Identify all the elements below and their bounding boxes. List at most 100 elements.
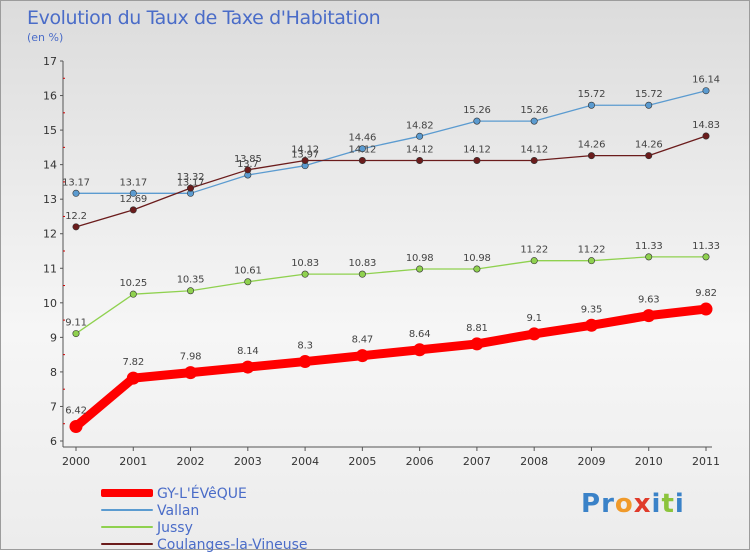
data-point bbox=[358, 156, 366, 164]
data-point bbox=[416, 132, 424, 140]
data-point bbox=[702, 132, 710, 140]
data-point bbox=[645, 152, 653, 160]
data-point bbox=[473, 156, 481, 164]
logo-letter: o bbox=[614, 489, 634, 519]
logo-letter: i bbox=[651, 489, 662, 519]
y-tick: 16 bbox=[43, 90, 63, 103]
series-line-2 bbox=[75, 256, 707, 335]
data-label: 14.83 bbox=[692, 120, 720, 131]
data-label: 10.98 bbox=[463, 253, 491, 264]
data-point bbox=[473, 117, 481, 125]
x-tick: 2001 bbox=[119, 447, 147, 468]
data-label: 11.33 bbox=[692, 241, 720, 252]
data-label: 15.26 bbox=[463, 105, 491, 116]
data-point bbox=[358, 145, 366, 153]
data-point bbox=[702, 253, 710, 261]
x-tick-label: 2009 bbox=[577, 455, 605, 468]
data-label: 13.97 bbox=[291, 150, 319, 161]
axes: 6 7 8 9 10 11 12 13 14 15 16 17 2000 2001 2002 2003 2004… bbox=[43, 55, 720, 468]
x-tick-label: 2010 bbox=[635, 455, 663, 468]
data-point bbox=[355, 349, 369, 363]
y-tick-label: 10 bbox=[43, 297, 57, 310]
legend-label-jussy: Jussy bbox=[157, 520, 193, 536]
y-tick-label: 7 bbox=[50, 400, 57, 413]
x-tick: 2006 bbox=[406, 447, 434, 468]
data-label: 13.17 bbox=[177, 177, 205, 188]
data-label: 13.32 bbox=[177, 172, 205, 183]
data-label: 13.17 bbox=[119, 177, 147, 188]
y-tick: 8 bbox=[50, 366, 63, 379]
data-label: 9.63 bbox=[638, 295, 659, 306]
data-label: 14.26 bbox=[635, 140, 663, 151]
data-point bbox=[72, 223, 80, 231]
x-tick: 2011 bbox=[692, 447, 720, 468]
data-point bbox=[301, 156, 309, 164]
x-tick-label: 2011 bbox=[692, 455, 720, 468]
x-tick-label: 2003 bbox=[234, 455, 262, 468]
data-point bbox=[129, 290, 137, 298]
x-tick-label: 2006 bbox=[406, 455, 434, 468]
y-tick-label: 9 bbox=[50, 331, 57, 344]
series-line-0 bbox=[71, 304, 711, 431]
data-point bbox=[530, 257, 538, 265]
data-label: 13.7 bbox=[237, 159, 258, 170]
x-tick-label: 2008 bbox=[520, 455, 548, 468]
data-label: 9.11 bbox=[65, 318, 86, 329]
data-label: 10.25 bbox=[119, 278, 147, 289]
proxiti-logo: Proxiti bbox=[581, 489, 685, 519]
y-tick: 7 bbox=[50, 400, 63, 413]
legend-label-gy: GY-L'ÉVêQUE bbox=[157, 486, 247, 502]
y-tick: 15 bbox=[43, 124, 63, 137]
data-label: 15.26 bbox=[520, 105, 548, 116]
data-label: 11.22 bbox=[578, 245, 606, 256]
data-point bbox=[358, 270, 366, 278]
data-label: 14.82 bbox=[406, 120, 434, 131]
data-point bbox=[301, 270, 309, 278]
x-tick: 2005 bbox=[348, 447, 376, 468]
data-point bbox=[187, 287, 195, 295]
data-point bbox=[587, 101, 595, 109]
data-label: 6.42 bbox=[65, 405, 86, 416]
data-label: 14.46 bbox=[349, 133, 377, 144]
data-label: 12.69 bbox=[119, 194, 147, 205]
data-label: 11.33 bbox=[635, 241, 663, 252]
y-tick-label: 16 bbox=[43, 90, 57, 103]
data-label: 10.35 bbox=[177, 275, 205, 286]
data-point bbox=[184, 366, 198, 380]
data-point bbox=[473, 265, 481, 273]
x-tick: 2003 bbox=[234, 447, 262, 468]
data-point bbox=[416, 156, 424, 164]
data-label: 14.12 bbox=[291, 144, 319, 155]
y-tick: 6 bbox=[50, 435, 63, 448]
y-tick-label: 15 bbox=[43, 124, 57, 137]
logo-letter: P bbox=[581, 489, 602, 519]
y-tick-label: 13 bbox=[43, 193, 57, 206]
data-point bbox=[129, 206, 137, 214]
data-label: 9.1 bbox=[527, 313, 542, 324]
data-point bbox=[584, 318, 598, 332]
y-tick: 14 bbox=[43, 159, 63, 172]
legend-label-coulanges: Coulanges-la-Vineuse bbox=[157, 537, 308, 553]
data-label: 10.83 bbox=[349, 258, 377, 269]
data-point bbox=[645, 101, 653, 109]
data-point bbox=[587, 257, 595, 265]
x-tick: 2000 bbox=[62, 447, 90, 468]
x-tick-label: 2004 bbox=[291, 455, 319, 468]
series-lines bbox=[69, 87, 713, 433]
y-tick: 10 bbox=[43, 297, 63, 310]
x-tick-label: 2001 bbox=[119, 455, 147, 468]
data-label: 8.64 bbox=[409, 329, 430, 340]
x-tick-label: 2007 bbox=[463, 455, 491, 468]
data-label: 8.3 bbox=[297, 341, 312, 352]
y-tick-label: 8 bbox=[50, 366, 57, 379]
x-tick: 2004 bbox=[291, 447, 319, 468]
x-tick: 2002 bbox=[177, 447, 205, 468]
y-tick: 12 bbox=[43, 228, 63, 241]
data-label: 14.26 bbox=[578, 140, 606, 151]
logo-letter: i bbox=[674, 489, 685, 519]
data-label: 8.14 bbox=[237, 346, 258, 357]
data-point bbox=[416, 265, 424, 273]
y-tick-label: 17 bbox=[43, 55, 57, 68]
